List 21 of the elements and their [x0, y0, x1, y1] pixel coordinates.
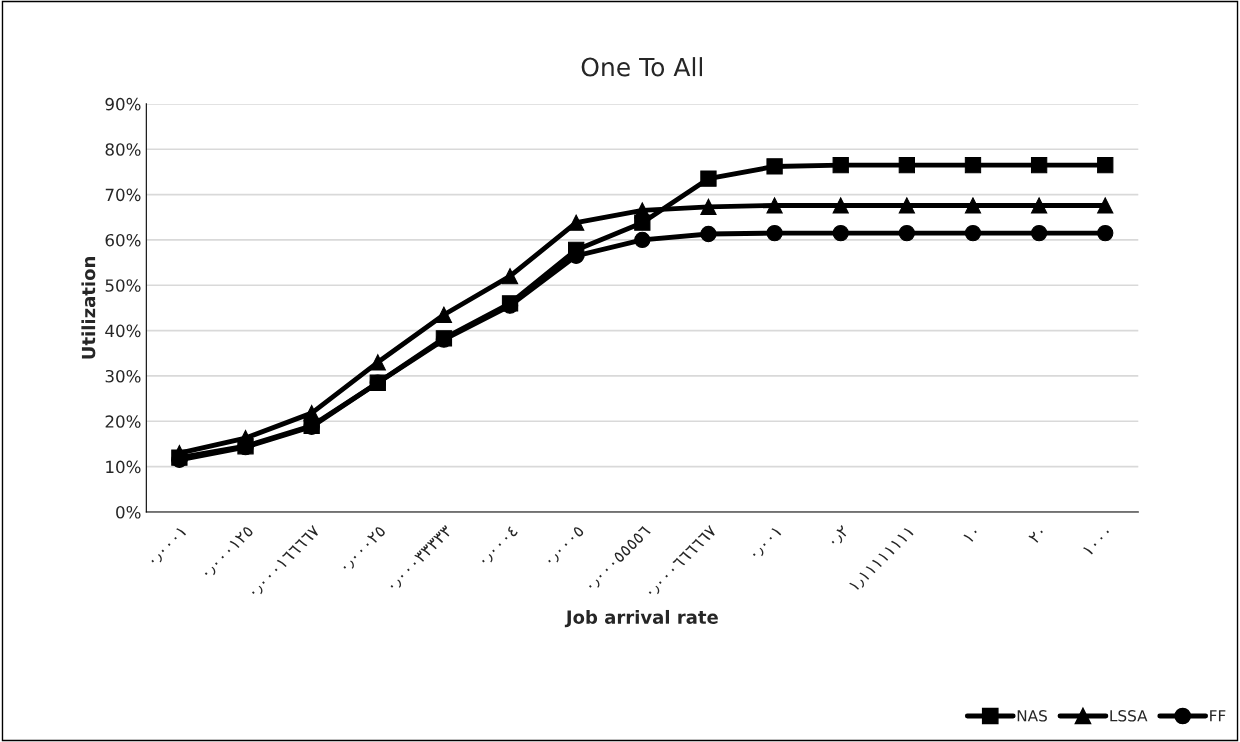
y-tick-label: 0% — [116, 505, 141, 519]
legend-label: FF — [1210, 710, 1226, 722]
y-tick-label: 40% — [105, 324, 141, 338]
x-axis-title: Job arrival rate — [564, 609, 718, 628]
x-tick-label: ١٠ — [963, 527, 980, 544]
x-tick-label: ٠٫٠٠١ — [749, 526, 783, 560]
y-tick-label: 30% — [105, 369, 141, 383]
y-tick-label: 10% — [106, 460, 141, 474]
x-tick-label: ٢٠ — [1028, 527, 1046, 545]
chart-title: One To All — [581, 57, 703, 77]
x-tick-label: ٠٫٢ — [828, 525, 851, 548]
y-tick-label: 90% — [105, 97, 141, 111]
y-tick-label: 60% — [105, 233, 141, 247]
y-axis-title: Utilization — [81, 257, 96, 359]
y-tick-label: 20% — [105, 415, 141, 428]
y-tick-label: 70% — [105, 188, 141, 202]
x-tick-label: ١٠٠٠ — [1083, 527, 1112, 556]
legend-label: LSSA — [1110, 710, 1148, 722]
y-tick-label: 80% — [105, 143, 141, 156]
y-tick-label: 50% — [105, 279, 141, 292]
legend-label: NAS — [1017, 710, 1047, 722]
